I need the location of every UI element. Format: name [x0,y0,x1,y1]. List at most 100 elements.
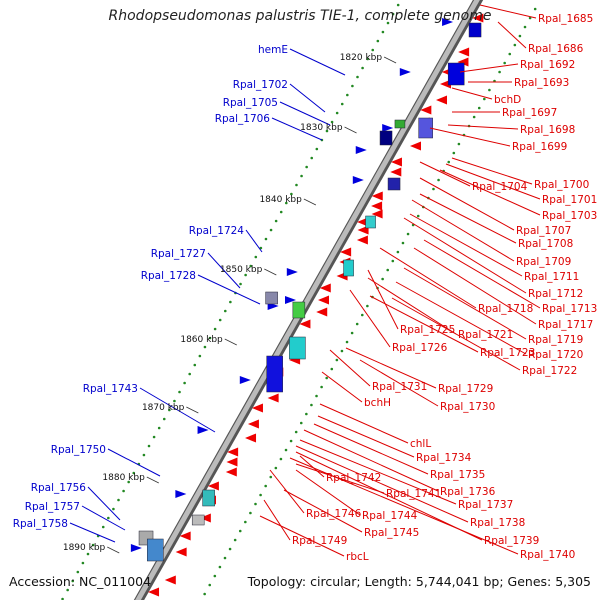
gc-dot [330,120,334,124]
leader-line [359,359,439,407]
gc-dot [416,214,420,218]
reverse-gene-arrow [410,141,422,151]
gene-label: Rpal_1703 [542,210,597,222]
gc-dot [244,273,247,277]
gene-label: Rpal_1725 [400,324,455,336]
gene-label: Rpal_1686 [528,43,584,55]
backbone-fill [135,0,480,600]
gene-block [418,117,433,139]
gene-label: Rpal_1726 [392,342,448,354]
forward-gene-arrow [239,376,251,384]
gc-dot [346,93,349,97]
leader-line [429,127,511,147]
gc-dot [61,597,64,600]
gc-dot [310,403,313,407]
gc-dot [203,345,207,349]
gc-dot [284,448,288,452]
gc-dot [381,30,385,34]
gene-label: rbcL [346,551,369,563]
gc-dot [238,529,242,533]
leader-line [439,169,541,216]
leader-line [497,21,527,49]
gc-dot [193,363,197,367]
gene-label: Rpal_1712 [528,288,583,300]
gene-block [191,514,205,526]
leader-line [411,199,515,262]
leader-line [289,48,346,76]
gc-dot [208,336,212,340]
gene-label: hemE [258,44,288,56]
topology-text: Topology: circular; Length: 5,744,041 bp… [247,574,591,589]
gc-dot [142,453,146,457]
reverse-gene-arrow [390,167,402,177]
gene-label: Rpal_1743 [83,383,138,395]
gene-label: Rpal_1727 [151,248,206,260]
gene-label: Rpal_1692 [520,59,575,71]
leader-line [479,4,537,19]
gc-dot [233,538,237,542]
gc-dot [228,547,232,551]
gc-dot [66,588,69,592]
leader-line [419,177,515,231]
gc-dot [249,511,252,515]
gene-label: Rpal_1713 [542,303,597,315]
gene-label: Rpal_1758 [13,518,68,530]
reverse-gene-arrow [247,419,259,429]
gc-dot [305,165,308,169]
gc-dot [488,88,491,92]
leader-line [413,247,537,325]
gc-dot [432,187,435,191]
reverse-gene-arrow [340,247,352,257]
kbp-tick-label: 1860 kbp [180,335,223,345]
gc-dot [229,300,232,304]
gene-label: Rpal_1702 [233,79,288,91]
gc-dot [269,228,273,232]
leader-line [295,469,361,516]
reverse-gene-arrow [319,283,331,293]
gc-dot [396,3,400,7]
gc-dot [335,358,339,362]
gene-block [289,336,306,360]
gene-label: Rpal_1723 [480,347,535,359]
gc-dot [249,264,253,268]
gene-label: Rpal_1699 [512,141,567,153]
forward-gene-arrow [442,18,454,26]
forward-gene-arrow [286,268,298,276]
gene-label: Rpal_1697 [502,107,557,119]
gc-dot [437,178,440,182]
reverse-gene-arrow [251,403,263,413]
gc-dot [300,174,303,178]
gc-dot [285,201,288,205]
gc-dot [472,115,476,119]
leader-line [451,157,533,185]
forward-gene-arrow [285,296,296,304]
gc-dot [452,151,456,155]
leader-line [295,463,385,494]
gene-label: Rpal_1739 [484,535,539,547]
gc-dot [173,399,176,403]
genome-backbone [133,0,484,600]
reverse-gene-arrow [458,47,470,57]
gc-dot [355,322,359,326]
leader-line [279,101,331,126]
leader-line [299,439,457,505]
gc-dot [188,372,191,376]
leader-line [197,274,261,305]
gene-label: Rpal_1738 [470,517,525,529]
gc-dot [310,156,314,160]
gene-block [365,215,376,229]
gc-dot [360,313,364,317]
kbp-tick-mark [107,546,120,554]
gc-dot [386,268,390,272]
gc-dot [279,457,283,461]
gene-block [292,301,306,319]
gene-label: Rpal_1750 [51,444,106,456]
gene-block [379,130,393,146]
gc-dot [345,340,349,344]
gc-dot [208,583,212,587]
leader-line [423,239,541,309]
reverse-gene-arrow [371,191,383,201]
leader-line [69,522,116,543]
kbp-scale: 1820 kbp 1830 kbp 1840 kbp 1850 kbp 1860 kbp… [63,53,397,554]
